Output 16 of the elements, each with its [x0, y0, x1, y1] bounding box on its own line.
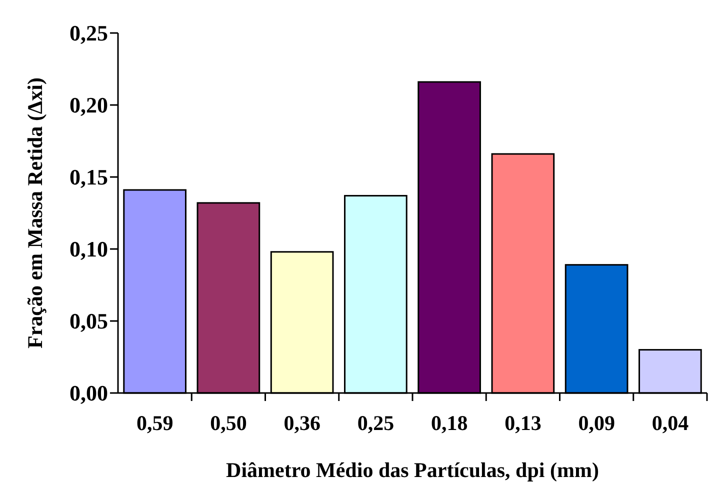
x-tick-label: 0,59: [136, 411, 174, 435]
y-tick-label: 0,00: [70, 380, 108, 406]
x-tick-label: 0,36: [284, 411, 320, 435]
y-tick-label: 0,10: [70, 236, 108, 262]
x-tick-label: 0,25: [357, 411, 394, 435]
x-tick-label: 0,09: [578, 411, 615, 435]
y-axis-title: Fração em Massa Retida (Δxi): [23, 78, 47, 348]
x-axis-title: Diâmetro Médio das Partículas, dpi (mm): [226, 458, 599, 482]
y-tick-label: 0,05: [70, 308, 108, 334]
x-tick-label: 0,13: [504, 411, 542, 435]
y-tick-label: 0,20: [70, 92, 108, 118]
x-tick-label: 0,50: [210, 411, 247, 435]
y-tick-label: 0,15: [70, 164, 108, 190]
y-tick-label: 0,25: [70, 20, 108, 46]
x-tick-label: 0,18: [430, 411, 468, 435]
x-tick-label: 0,04: [652, 411, 690, 435]
